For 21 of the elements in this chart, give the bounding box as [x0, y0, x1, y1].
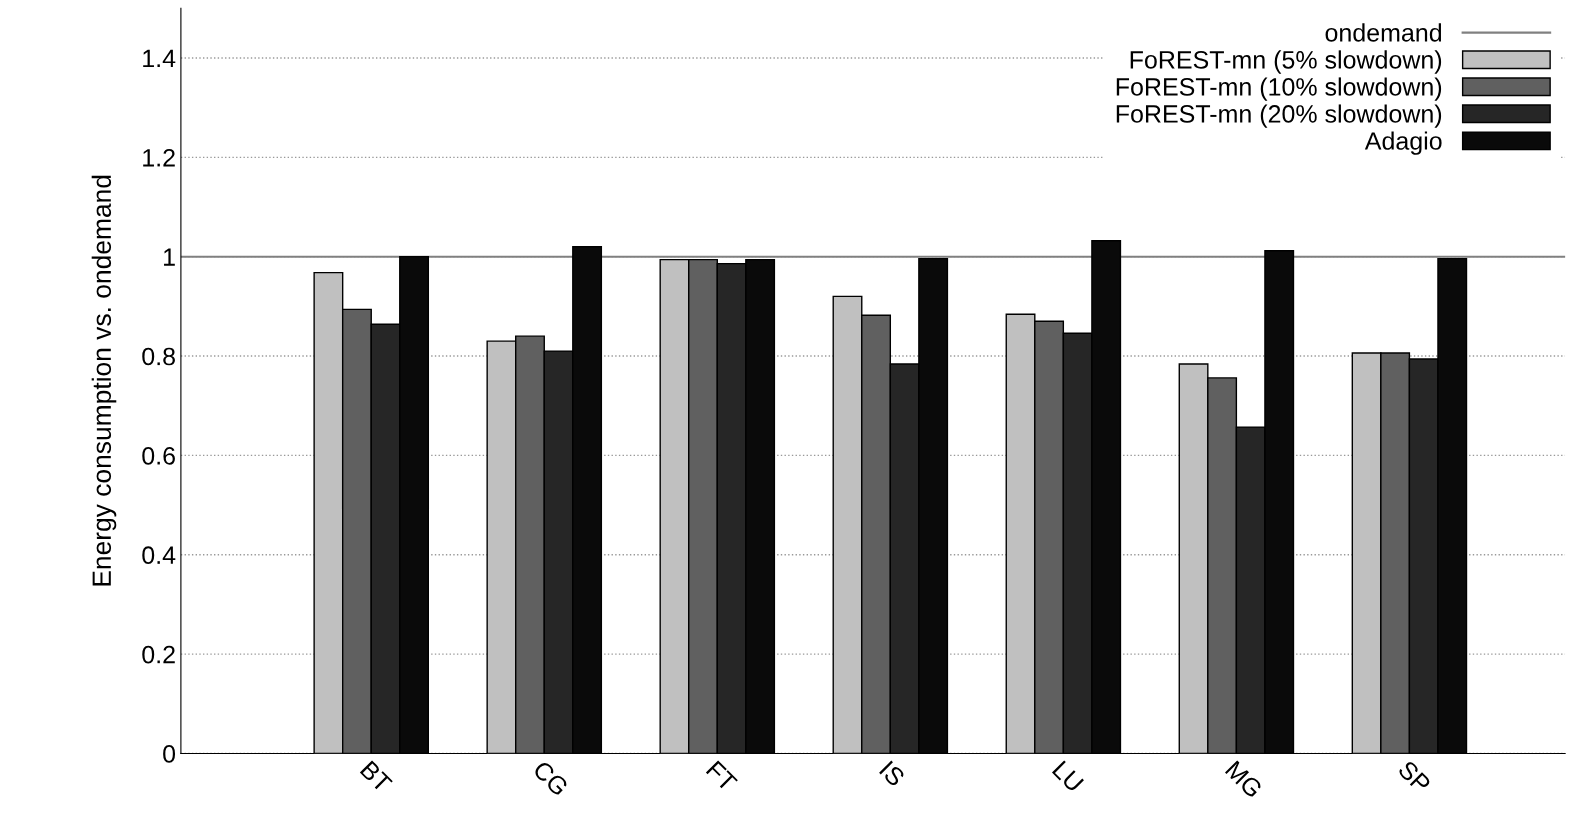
legend-label: FoREST-mn (20% slowdown): [1116, 104, 1442, 128]
x-tick-label: LU: [1051, 760, 1084, 793]
x-tick-label: MG: [1224, 760, 1264, 799]
legend-label: ondemand: [1325, 23, 1442, 42]
y-tick-label: 1.2: [143, 148, 175, 167]
x-tick-label: CG: [532, 759, 569, 797]
legend-label: FoREST-mn (10% slowdown): [1116, 77, 1442, 101]
x-tick-label: BT: [359, 760, 393, 794]
legend-label: FoREST-mn (5% slowdown): [1130, 50, 1442, 74]
y-tick-label: 1: [164, 248, 175, 266]
y-axis-title: Energy consumption vs. ondemand: [91, 175, 117, 586]
y-tick-label: 0.6: [142, 447, 175, 465]
y-tick-label: 1.4: [143, 49, 176, 68]
y-tick-label: 0.4: [142, 546, 176, 565]
x-tick-label: FT: [705, 760, 738, 793]
y-tick-label: 0.8: [142, 347, 175, 366]
x-tick-label: IS: [878, 760, 906, 788]
legend-label: Adagio: [1364, 131, 1442, 155]
y-tick-label: 0.2: [142, 645, 175, 664]
y-tick-label: 0: [163, 745, 176, 763]
x-tick-label: SP: [1397, 759, 1432, 794]
